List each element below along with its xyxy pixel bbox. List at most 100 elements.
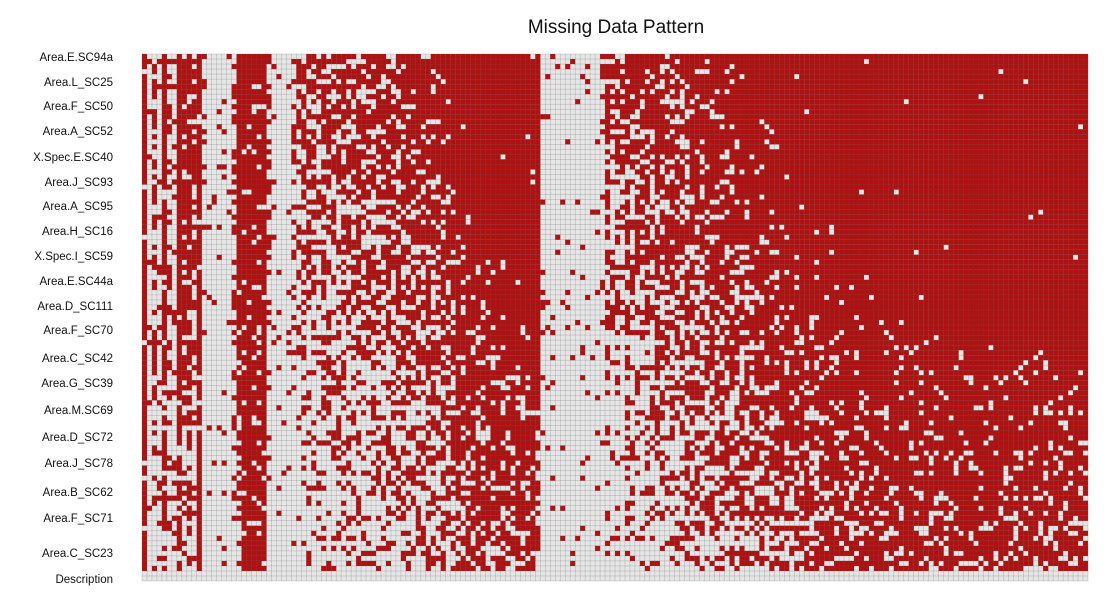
missing-cell	[186, 169, 192, 175]
missing-cell	[142, 450, 148, 456]
missing-cell	[181, 109, 187, 115]
missing-cell	[480, 199, 486, 205]
missing-cell	[470, 525, 476, 531]
missing-cell	[480, 500, 486, 506]
missing-cell	[410, 229, 416, 235]
missing-cell	[151, 214, 157, 220]
missing-cell	[605, 425, 611, 431]
missing-cell	[495, 104, 501, 110]
missing-cell	[495, 405, 501, 411]
missing-cell	[181, 229, 187, 235]
missing-cell	[161, 164, 167, 170]
missing-cell	[385, 264, 391, 270]
missing-cell	[256, 249, 262, 255]
missing-cell	[530, 109, 536, 115]
missing-cell	[306, 109, 312, 115]
missing-cell	[610, 320, 616, 326]
missing-cell	[301, 64, 307, 70]
missing-cell	[266, 455, 272, 461]
missing-cell	[351, 159, 357, 165]
missing-cell	[420, 530, 426, 536]
missing-cell	[440, 475, 446, 481]
missing-cell	[256, 229, 262, 235]
missing-cell	[480, 149, 486, 155]
missing-cell	[415, 109, 421, 115]
missing-cell	[615, 330, 621, 336]
missing-cell	[301, 410, 307, 416]
missing-cell	[460, 109, 466, 115]
missing-cell	[361, 64, 367, 70]
missing-cell	[221, 99, 227, 105]
missing-cell	[246, 54, 252, 60]
missing-cell	[605, 430, 611, 436]
missing-cell	[535, 400, 541, 406]
missing-cell	[465, 264, 471, 270]
missing-cell	[376, 400, 382, 406]
missing-cell	[510, 144, 516, 150]
missing-cell	[176, 169, 182, 175]
missing-cell	[500, 239, 506, 245]
missing-cell	[445, 114, 451, 120]
missing-cell	[221, 149, 227, 155]
missing-cell	[361, 355, 367, 361]
missing-cell	[405, 294, 411, 300]
missing-cell	[505, 550, 511, 556]
missing-cell	[236, 104, 242, 110]
missing-cell	[530, 485, 536, 491]
missing-cell	[619, 159, 626, 165]
missing-cell	[425, 64, 431, 70]
missing-cell	[624, 345, 630, 351]
missing-cell	[435, 279, 441, 285]
missing-cell	[306, 64, 312, 70]
missing-cell	[510, 320, 516, 326]
missing-cell	[405, 159, 411, 165]
missing-cell	[261, 515, 267, 521]
missing-cell	[186, 199, 192, 205]
missing-cell	[440, 269, 446, 275]
missing-cell	[176, 274, 182, 280]
missing-cell	[535, 59, 541, 65]
missing-cell	[515, 314, 521, 321]
missing-cell	[475, 219, 481, 225]
missing-cell	[629, 330, 635, 336]
missing-cell	[261, 550, 267, 556]
missing-cell	[600, 74, 606, 80]
missing-cell	[420, 214, 426, 220]
missing-cell	[415, 515, 421, 521]
missing-cell	[520, 455, 526, 461]
missing-cell	[266, 139, 272, 145]
missing-cell	[525, 179, 531, 185]
missing-cell	[261, 485, 267, 491]
missing-cell	[306, 179, 312, 185]
missing-cell	[236, 174, 242, 180]
missing-cell	[405, 184, 411, 190]
missing-cell	[525, 460, 531, 466]
missing-cell	[535, 325, 541, 331]
missing-cell	[420, 129, 426, 135]
missing-cell	[485, 470, 491, 476]
missing-cell	[634, 84, 640, 90]
missing-cell	[475, 530, 481, 536]
missing-cell	[400, 480, 406, 486]
missing-cell	[530, 314, 536, 321]
missing-cell	[246, 209, 252, 215]
missing-cell	[346, 345, 352, 351]
missing-cell	[351, 545, 357, 551]
missing-cell	[186, 264, 192, 270]
missing-cell	[336, 239, 342, 245]
missing-cell	[142, 74, 148, 80]
missing-cell	[445, 59, 451, 65]
missing-cell	[356, 64, 362, 70]
missing-cell	[161, 94, 167, 100]
missing-cell	[246, 149, 252, 155]
missing-cell	[142, 365, 148, 371]
missing-cell	[560, 445, 566, 451]
missing-cell	[565, 304, 571, 311]
missing-cell	[435, 340, 441, 346]
missing-cell	[634, 159, 640, 165]
missing-cell	[176, 299, 182, 305]
missing-cell	[376, 289, 382, 295]
missing-cell	[410, 99, 416, 105]
missing-cell	[580, 525, 586, 531]
missing-cell	[176, 199, 182, 205]
